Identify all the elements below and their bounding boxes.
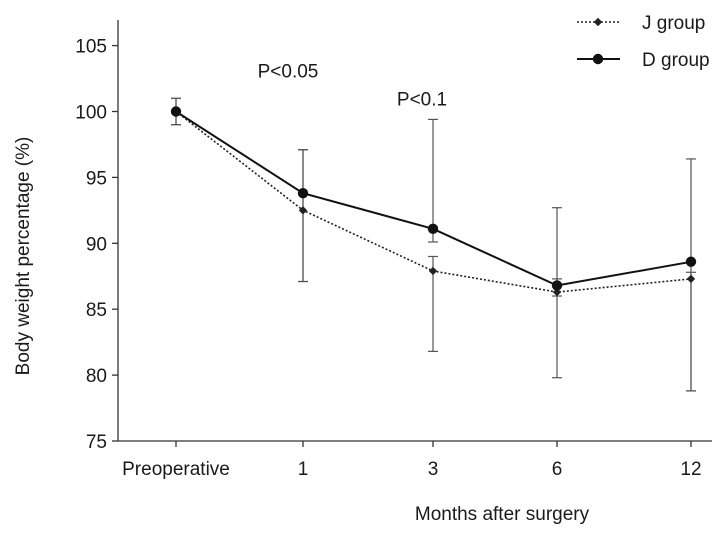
chart-text: 75 80 85 90 95 100 105 Preoperative 1 3 6 12 Months … [13, 37, 702, 525]
legend-label-0: J group [642, 13, 705, 34]
legend-marker-1 [592, 53, 604, 65]
marker-s0-1 [298, 206, 308, 215]
marker-s0-4 [686, 274, 696, 284]
axes [112, 20, 712, 447]
x-tick-label-2: 3 [428, 459, 439, 480]
y-tick-label-95: 95 [86, 168, 107, 189]
y-tick-label-85: 85 [86, 300, 107, 321]
y-axis-title: Body weight percentage (%) [13, 137, 34, 376]
annotation-0: P<0.05 [258, 62, 319, 83]
y-tick-label-105: 105 [75, 37, 107, 58]
marker-s0-2 [428, 266, 438, 276]
legend: J group D group [577, 13, 710, 71]
y-tick-label-90: 90 [86, 234, 107, 255]
legend-label-1: D group [642, 50, 710, 71]
x-axis-title: Months after surgery [415, 504, 590, 525]
y-tick-label-80: 80 [86, 366, 107, 387]
marker-s1-3 [551, 280, 563, 291]
marker-s1-2 [427, 223, 439, 235]
error-bars [171, 97, 696, 392]
x-tick-label-4: 12 [680, 459, 701, 480]
data-markers [170, 106, 697, 297]
marker-s1-0 [170, 106, 182, 117]
x-tick-label-0: Preoperative [122, 459, 230, 480]
x-tick-label-1: 1 [298, 459, 309, 480]
x-tick-label-3: 6 [552, 459, 563, 480]
y-tick-label-100: 100 [75, 103, 107, 124]
annotation-1: P<0.1 [397, 89, 447, 110]
marker-s1-1 [297, 188, 309, 199]
y-tick-label-75: 75 [86, 432, 107, 453]
marker-s1-4 [685, 256, 697, 267]
legend-marker-0 [593, 17, 603, 27]
